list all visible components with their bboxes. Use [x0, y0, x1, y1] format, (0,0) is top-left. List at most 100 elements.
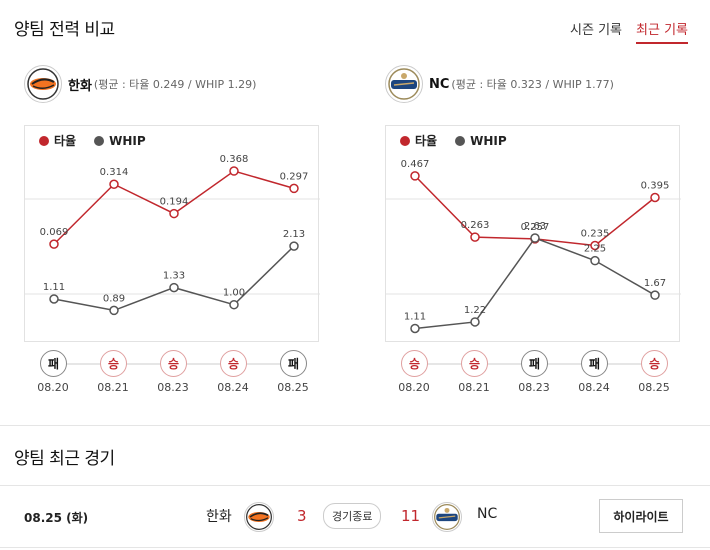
chart-nc: 타율 WHIP 0.467 0.263 0.257 0.235 0.395 1.11 1.2…: [385, 125, 681, 342]
legend-whip: WHIP: [94, 132, 146, 149]
legend-avg-label: 타율: [415, 134, 438, 148]
data-label-whip: 2.25: [584, 244, 606, 255]
tab-season-record[interactable]: 시즌 기록: [570, 23, 623, 38]
chart-svg-hanwha: 0.069 0.314 0.194 0.368 0.297 1.11 0.89 1.33 1.0…: [25, 154, 320, 316]
home-score: 3: [297, 507, 307, 525]
legend-whip-label: WHIP: [109, 133, 146, 148]
result-date: 08.21: [458, 381, 490, 394]
hanwha-eagles-logo-icon: [244, 502, 274, 532]
data-label-avg: 0.314: [100, 167, 129, 178]
data-label-whip: 1.22: [464, 305, 486, 316]
point-avg: [410, 171, 420, 181]
chart-svg-nc: 0.467 0.263 0.257 0.235 0.395 1.11 1.22 2.63 2.2…: [386, 159, 681, 334]
result-badge: 패: [581, 350, 608, 377]
result-date: 08.23: [157, 381, 189, 394]
nc-dinos-logo-icon: [432, 502, 462, 532]
legend-avg-dot: [400, 135, 410, 146]
team-header-hanwha: 한화 (평균 : 타율 0.249 / WHIP 1.29): [24, 64, 256, 104]
point-whip: [590, 255, 600, 266]
result-badge: 승: [220, 350, 247, 377]
legend-avg: 타율: [39, 132, 76, 149]
recent-section-title: 양팀 최근 경기: [14, 449, 115, 469]
point-whip: [289, 241, 299, 251]
data-label-avg: 0.257: [521, 222, 550, 233]
team-stat-nc: (평균 : 타율 0.323 / WHIP 1.77): [451, 78, 614, 91]
legend-avg-label: 타율: [54, 134, 77, 148]
away-team-name: NC: [477, 506, 498, 522]
data-label-whip: 2.13: [283, 229, 305, 240]
legend-avg: 타율: [400, 132, 437, 149]
result-date: 08.20: [37, 381, 69, 394]
result-badge: 승: [401, 350, 428, 377]
point-whip: [410, 323, 420, 334]
highlight-button[interactable]: 하이라이트: [599, 499, 683, 533]
data-label-avg: 0.297: [280, 171, 309, 182]
chart-hanwha: 타율 WHIP 0.069 0.314 0.194 0.368 0.297 1.11 0.8…: [24, 125, 320, 342]
hanwha-eagles-logo-icon: [24, 65, 62, 103]
result-badge: 패: [40, 350, 67, 377]
series-line-avg: [53, 170, 295, 245]
point-avg: [229, 166, 239, 176]
tab-recent-record[interactable]: 최근 기록: [636, 19, 688, 44]
point-avg: [650, 192, 660, 203]
result-badge: 승: [641, 350, 668, 377]
data-label-avg: 0.395: [641, 181, 670, 192]
team-stat-hanwha: (평균 : 타율 0.249 / WHIP 1.29): [93, 78, 257, 91]
data-label-avg: 0.467: [401, 159, 430, 170]
point-whip: [49, 294, 59, 304]
data-label-avg: 0.194: [160, 197, 189, 208]
data-label-avg: 0.235: [581, 229, 610, 240]
point-avg: [169, 208, 179, 219]
point-whip: [650, 290, 660, 300]
comparison-section-title: 양팀 전력 비교: [14, 20, 115, 40]
data-label-avg: 0.368: [220, 154, 249, 165]
legend-avg-dot: [39, 135, 49, 146]
point-whip: [169, 282, 179, 293]
result-date: 08.24: [217, 381, 249, 394]
data-label-avg: 0.069: [40, 227, 69, 238]
legend-whip-dot: [94, 135, 105, 146]
series-line-whip: [414, 237, 656, 330]
data-label-whip: 1.00: [223, 288, 245, 299]
result-date: 08.24: [578, 381, 610, 394]
result-date: 08.21: [97, 381, 129, 394]
point-whip: [530, 233, 540, 243]
point-avg: [49, 239, 59, 249]
point-avg: [470, 232, 480, 242]
result-badge: 패: [280, 350, 307, 377]
legend-whip-label: WHIP: [470, 133, 507, 148]
data-label-whip: 1.67: [644, 278, 666, 289]
team-header-nc: NC (평균 : 타율 0.323 / WHIP 1.77): [385, 64, 614, 104]
legend-whip-dot: [455, 135, 466, 146]
point-avg: [109, 179, 119, 189]
result-badge: 승: [160, 350, 187, 377]
data-label-whip: 1.33: [163, 271, 185, 282]
recent-game-row: 08.25 (화) 한화 3 경기종료 11 NC 하이라이트: [0, 485, 710, 548]
home-team-name: 한화: [206, 509, 232, 525]
point-whip: [109, 305, 119, 316]
results-nc: 승 08.20 승 08.21 패 08.23 패 08.24 승 08.25: [385, 350, 680, 400]
away-score: 11: [401, 507, 421, 525]
record-tabs: 시즌 기록 최근 기록: [570, 19, 688, 44]
result-date: 08.25: [638, 381, 670, 394]
result-badge: 승: [461, 350, 488, 377]
data-label-whip: 1.11: [404, 312, 426, 323]
point-avg: [289, 183, 299, 194]
results-hanwha: 패 08.20 승 08.21 승 08.23 승 08.24 패 08.25: [24, 350, 319, 400]
result-date: 08.23: [518, 381, 550, 394]
nc-dinos-logo-icon: [385, 65, 423, 103]
legend-whip: WHIP: [455, 132, 507, 149]
result-badge: 패: [521, 350, 548, 377]
data-label-whip: 1.11: [43, 282, 65, 293]
game-status-badge: 경기종료: [323, 503, 382, 529]
result-date: 08.20: [398, 381, 430, 394]
result-date: 08.25: [277, 381, 309, 394]
team-name-hanwha: 한화: [68, 78, 92, 94]
data-label-whip: 2.63: [524, 221, 546, 232]
chart-legend: 타율 WHIP: [39, 132, 146, 149]
team-name-nc: NC: [429, 76, 450, 92]
result-badge: 승: [100, 350, 127, 377]
data-label-avg: 0.263: [461, 220, 490, 231]
chart-legend: 타율 WHIP: [400, 132, 507, 149]
data-label-whip: 0.89: [103, 293, 125, 304]
